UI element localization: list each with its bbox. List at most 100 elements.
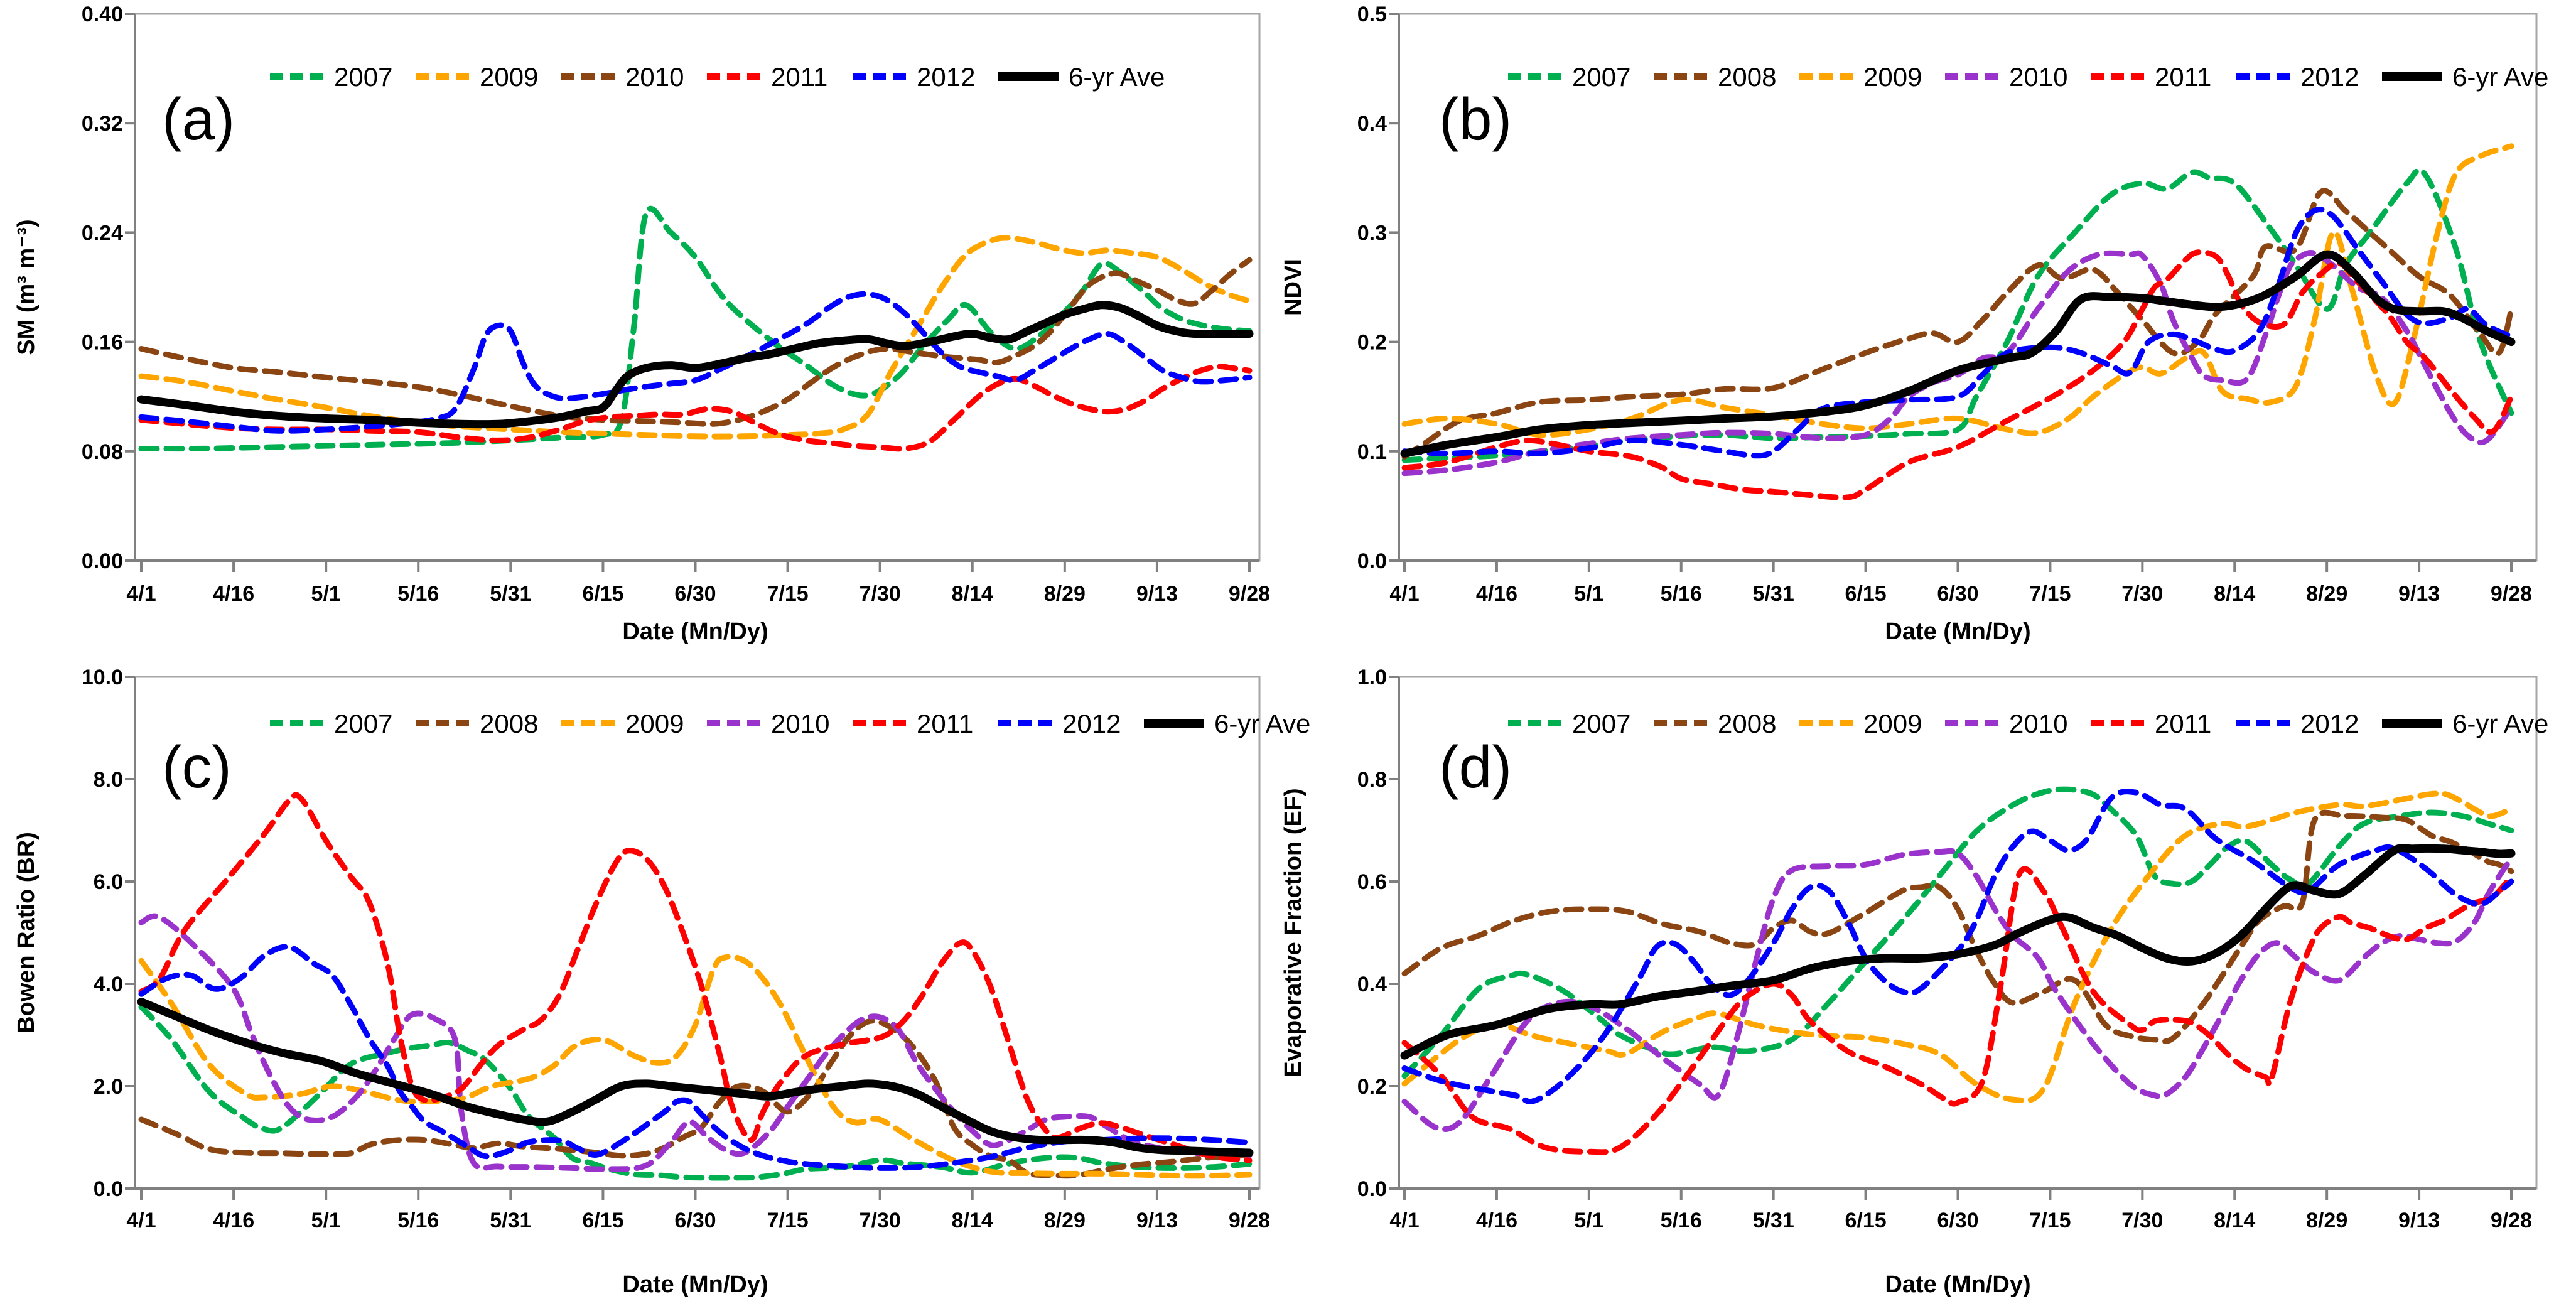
legend-label: 2012 [2300,62,2359,92]
legend-item-2010: 2010 [1945,709,2067,738]
x-tick-label: 6/15 [1845,582,1886,606]
series-line-b-2009 [1401,143,2514,438]
panel-b: 0.0 0.1 0.2 0.3 0.4 0.5 4/1 4/16 5/1 5/16 5/31 6/15… [1280,3,2548,645]
x-tick-label: 8/14 [2214,582,2255,606]
x-tick-label: 9/28 [2491,582,2532,606]
y-tick-label: 0.5 [1357,3,1387,26]
y-axis-title: Evaporative Fraction (EF) [1280,788,1307,1077]
panel-d: 0.0 0.2 0.4 0.6 0.8 1.0 4/1 4/16 5/1 5/16 5/31 6/15… [1280,666,2548,1298]
x-axis-title: Date (Mn/Dy) [622,1271,768,1298]
series-line-d-2011 [1401,866,2514,1155]
x-tick-label: 8/29 [2306,582,2347,606]
x-tick-label: 9/28 [2491,1209,2532,1232]
series-line-c-6-yr-Ave [137,998,1254,1157]
legend-item-2008: 2008 [1654,709,1776,738]
x-tick-label: 9/13 [2398,1209,2440,1232]
y-tick-label: 0.2 [1357,1075,1387,1099]
legend-label: 2008 [1718,62,1776,92]
x-tick-label: 6/30 [1937,582,1978,606]
series-line-a-2010 [138,257,1253,427]
legend-item-2011: 2011 [2091,62,2211,92]
x-tick-label: 6/30 [674,582,716,606]
legend-label: 2010 [625,62,684,92]
y-tick-label: 0.40 [82,3,123,26]
legend: 2007 2009 2010 2011 2012 6-yr Ave [270,62,1165,92]
x-tick-label: 4/16 [213,1209,254,1232]
x-tick-label: 4/16 [1476,582,1517,606]
legend-item-2008: 2008 [1654,62,1776,92]
y-tick-label: 4.0 [94,973,123,996]
y-tick-label: 0.24 [82,221,123,245]
legend-item-2012: 2012 [2236,709,2359,738]
panel-letter: (b) [1439,86,1512,153]
x-tick-label: 5/16 [1661,1209,1702,1232]
legend-label: 2010 [2009,709,2067,738]
series-line-a-2012 [138,291,1253,434]
x-tick-label: 4/16 [1476,1209,1517,1232]
x-tick-label: 6/30 [674,1209,716,1232]
panel-c: 0.0 2.0 4.0 6.0 8.0 10.0 4/1 4/16 5/1 5/16 5/31 6/1… [13,666,1310,1298]
y-tick-label: 0.2 [1357,331,1387,355]
panel-letter: (d) [1439,734,1512,801]
legend-label: 2011 [771,62,827,92]
legend-label: 2010 [2009,62,2067,92]
x-tick-label: 5/16 [397,582,439,606]
series-line-a-6-yr-Ave [137,301,1254,429]
legend-item-2010: 2010 [561,62,684,92]
y-tick-label: 2.0 [94,1075,123,1099]
x-tick-label: 9/28 [1229,582,1270,606]
x-tick-label: 7/30 [2121,582,2163,606]
series-line-d-2008 [1401,809,2514,1045]
legend-label: 2007 [334,62,392,92]
x-axis-title: Date (Mn/Dy) [1885,618,2030,645]
x-tick-label: 7/15 [2029,582,2071,606]
legend-item-2012: 2012 [2236,62,2359,92]
y-tick-label: 0.1 [1357,440,1387,464]
legend-item-6-yr-Ave: 6-yr Ave [2382,62,2548,92]
series-group [1400,143,2516,500]
x-tick-label: 8/14 [2214,1209,2255,1232]
legend: 2007 2008 2009 2010 2011 2012 6-yr Ave [1508,62,2548,92]
legend-label: 2007 [1572,62,1630,92]
y-tick-label: 6.0 [94,870,123,894]
legend-item-6-yr-Ave: 6-yr Ave [2382,709,2548,738]
series-line-c-2011 [138,792,1253,1163]
legend-label: 2012 [1062,709,1121,738]
x-tick-label: 5/1 [1574,1209,1603,1232]
panel-a: 0.00 0.08 0.16 0.24 0.32 0.40 4/1 4/16 5/1 5/16 5/… [13,3,1270,645]
y-tick-label: 8.0 [94,768,123,792]
plot-border [134,13,1261,562]
x-tick-label: 7/15 [767,1209,808,1232]
x-tick-label: 5/1 [1574,582,1603,606]
x-tick-label: 9/13 [1136,582,1178,606]
x-tick-label: 4/1 [126,1209,156,1232]
legend-label: 2010 [771,709,829,738]
y-tick-label: 10.0 [82,666,123,689]
legend-item-2011: 2011 [707,62,827,92]
legend-label: 6-yr Ave [2452,62,2548,92]
series-line-c-2012 [138,944,1253,1171]
series-line-d-2009 [1401,790,2514,1104]
y-axis-title: Bowen Ratio (BR) [13,832,40,1033]
x-tick-label: 7/15 [767,582,808,606]
legend-label: 2012 [917,62,975,92]
x-axis-title: Date (Mn/Dy) [1885,1271,2030,1298]
legend-label: 2011 [2155,62,2211,92]
series-line-c-2008 [138,1018,1253,1179]
y-tick-label: 0.6 [1357,870,1387,894]
legend: 2007 2008 2009 2010 2011 2012 6-yr Ave [1508,709,2548,738]
x-tick-label: 6/15 [582,1209,623,1232]
legend-label: 2011 [917,709,973,738]
x-tick-label: 9/28 [1229,1209,1270,1232]
x-tick-label: 7/30 [2121,1209,2163,1232]
series-line-d-2010 [1401,848,2514,1132]
x-tick-label: 8/29 [1044,582,1086,606]
x-tick-label: 8/14 [952,582,993,606]
y-tick-label: 0.16 [82,331,123,355]
y-tick-label: 0.08 [82,440,123,464]
y-tick-label: 0.0 [94,1177,123,1201]
x-tick-label: 5/31 [1753,582,1794,606]
legend-item-2007: 2007 [1508,709,1630,738]
